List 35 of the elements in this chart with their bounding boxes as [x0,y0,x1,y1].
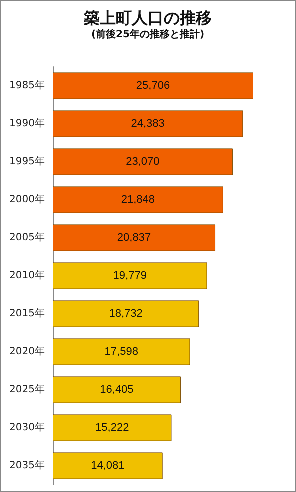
bar [53,262,208,290]
data-label: 17,598 [104,346,138,358]
bar [53,72,254,100]
chart-subtitle: (前後25年の推移と推計) [91,28,205,40]
y-tick-label: 2020年 [10,346,45,358]
data-label: 16,405 [100,384,134,396]
y-tick-label: 2015年 [10,308,45,320]
y-tick-label: 1985年 [10,80,45,92]
chart-title: 築上町人口の推移 [83,8,212,28]
bar [53,110,244,138]
data-label: 20,837 [117,232,152,244]
y-tick-label: 1990年 [10,118,45,130]
data-label: 15,222 [96,422,130,434]
data-label: 24,383 [131,118,165,130]
data-label: 18,732 [109,308,143,320]
y-tick-label: 2025年 [10,384,45,396]
y-tick-label: 2000年 [10,194,45,206]
data-label: 21,848 [121,194,156,206]
bar [53,338,190,366]
data-label: 25,706 [136,80,170,92]
data-label: 19,779 [113,270,147,282]
data-label: 23,070 [126,156,160,168]
bar [53,452,163,480]
bar [53,186,224,214]
y-tick-label: 1995年 [10,156,45,168]
bar [53,376,181,404]
bar [53,148,233,176]
bar [53,224,216,252]
bar [53,414,172,442]
y-tick-label: 2030年 [10,422,45,434]
y-tick-label: 2005年 [10,232,45,244]
bar [53,300,200,328]
data-label: 14,081 [91,460,125,472]
y-tick-label: 2035年 [10,460,45,472]
y-tick-label: 2010年 [10,270,45,282]
